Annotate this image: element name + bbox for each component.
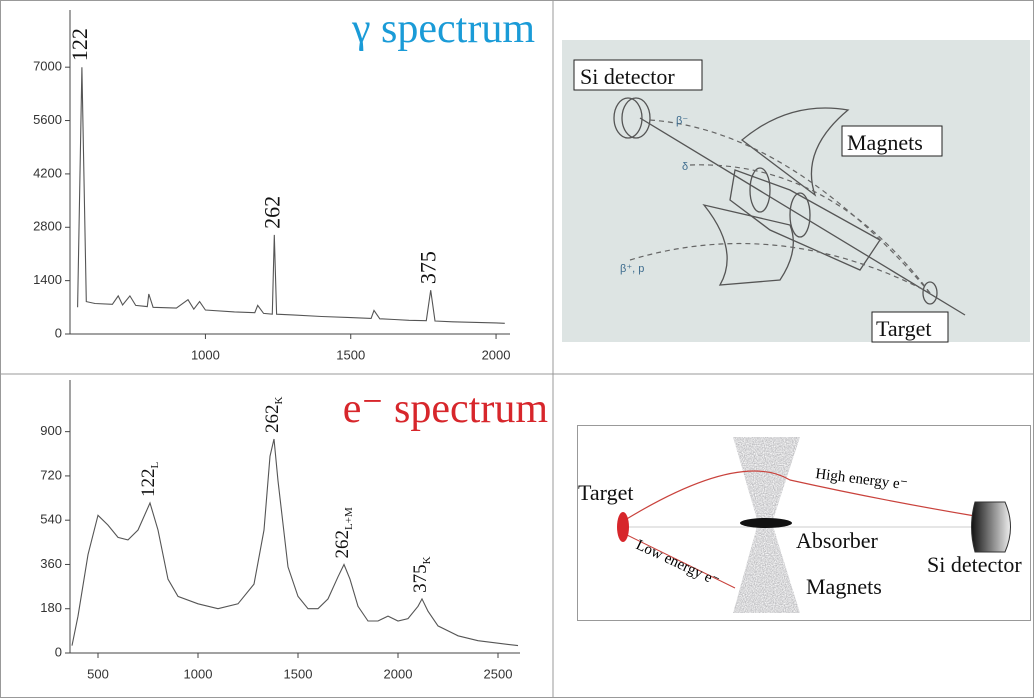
label: β⁻ [676,115,688,127]
x-tick-label: 500 [87,666,109,681]
y-tick-label: 5600 [33,112,62,127]
label: Absorber [796,528,879,553]
peak-label: 375 [416,251,441,284]
peak-label-text: 122 [67,28,92,61]
x-tick-label: 1500 [284,666,313,681]
x-tick-label: 2500 [484,666,513,681]
peak-label-text: 375 [410,564,431,593]
y-tick-label: 7000 [33,59,62,74]
peak-label-sub: L+M [343,507,355,530]
y-tick-label: 360 [40,556,62,571]
y-tick-label: 900 [40,423,62,438]
y-tick-label: 720 [40,467,62,482]
y-tick-label: 2800 [33,219,62,234]
peak-label-text: 375 [416,251,441,284]
chart-title: γ spectrum [351,6,535,52]
x-tick-label: 1500 [336,347,365,362]
x-tick-label: 1000 [184,666,213,681]
y-tick-label: 4200 [33,165,62,180]
y-tick-label: 1400 [33,272,62,287]
peak-label: 262K [262,397,284,434]
spectrum-line [78,67,505,323]
peak-label: 262 [259,196,284,229]
label: Target [876,316,931,341]
label: Si detector [580,64,675,89]
x-tick-label: 2000 [384,666,413,681]
y-tick-label: 180 [40,600,62,615]
peak-label-sub: L [149,461,161,468]
peak-label: 375K [410,556,432,593]
peak-label-sub: K [273,397,285,405]
spectrometer-sketch: Si detector Magnets Target β⁻ δ β⁺, p [562,40,1030,342]
peak-label-sub: K [421,556,433,564]
y-tick-label: 0 [55,325,62,340]
chart-title: e⁻ spectrum [343,386,549,432]
label: δ [682,161,688,173]
x-tick-label: 1000 [191,347,220,362]
setup-schematic: Target High energy e⁻ Absorber Si detect… [578,426,1031,621]
peak-label-text: 262 [262,405,283,434]
peak-label: 262L+M [332,507,354,558]
peak-label-text: 262 [332,530,353,559]
y-tick-label: 0 [55,644,62,659]
x-tick-label: 2000 [482,347,511,362]
peak-label: 122L [138,461,160,497]
label: Target [578,480,633,505]
y-tick-label: 540 [40,512,62,527]
label: β⁺, p [620,263,644,275]
label: Magnets [847,130,923,155]
label: Si detector [927,552,1022,577]
figure: Si detector Magnets Target β⁻ δ β⁺, p Ta… [0,0,1034,698]
label: Magnets [806,574,882,599]
peak-label-text: 262 [259,196,284,229]
peak-label: 122 [67,28,92,61]
peak-label-text: 122 [138,468,159,497]
